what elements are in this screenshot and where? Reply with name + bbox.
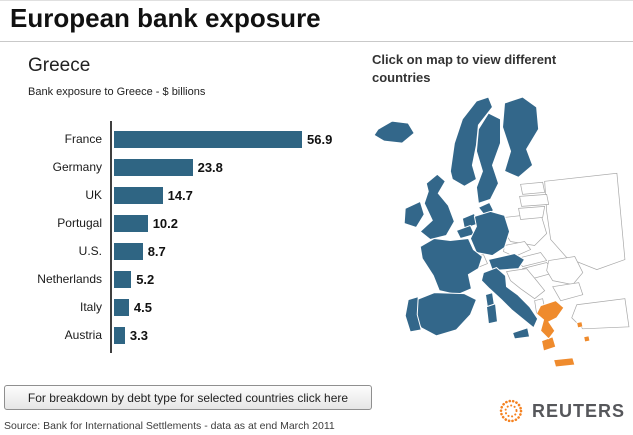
bar-chart: France 56.9 Germany 23.8 UK 14.7 Portugal 10.2 U… [10,121,362,353]
map-country-portugal[interactable] [404,296,422,333]
bar-track: 5.2 [112,270,362,288]
chart-country-heading: Greece [28,55,91,76]
bar-row: Netherlands 5.2 [10,265,362,293]
bar-category-label: Austria [64,328,102,342]
map-country-estonia [520,181,546,195]
map-instruction: Click on map to view different countries [372,52,557,86]
title-divider [0,41,633,42]
bar-value-label: 4.5 [133,299,152,315]
bar[interactable] [114,214,148,232]
bar-category-label: Portugal [57,216,102,230]
bar[interactable] [114,270,132,288]
map-country-bulgaria [552,282,584,302]
bar[interactable] [114,158,193,176]
bar-track: 23.8 [112,158,362,176]
map-country-uk[interactable] [419,173,455,241]
page-title: European bank exposure [10,3,321,33]
bar-value-label: 8.7 [147,243,166,259]
bar[interactable] [114,242,143,260]
bar-row: U.S. 8.7 [10,237,362,265]
reuters-logo: REUTERS [497,397,625,425]
map-country-finland[interactable] [502,96,540,178]
bar-value-label: 10.2 [152,215,178,231]
map-country-spain[interactable] [412,292,478,337]
bar-row: Austria 3.3 [10,321,362,349]
bar[interactable] [114,326,125,344]
bar-track: 8.7 [112,242,362,260]
map-country-iceland[interactable] [373,120,415,144]
bar-track: 10.2 [112,214,362,232]
map-country-latvia [519,193,550,207]
bar-row: Germany 23.8 [10,153,362,181]
chart-axis-line [110,121,112,353]
bar-category-label: Netherlands [37,272,102,286]
map-country-austria[interactable] [487,253,526,272]
bar-value-label: 14.7 [167,187,193,203]
bar-category-label: U.S. [78,244,102,258]
map-country-turkey [571,298,630,330]
bar-category-label: UK [85,188,102,202]
map-country-czech [503,241,532,257]
bar-track: 3.3 [112,326,362,344]
bar-category-label: Germany [52,160,102,174]
bar-category-label: France [64,132,102,146]
reuters-dotted-circle-icon [499,399,523,423]
bar-value-label: 56.9 [307,131,333,147]
bar-track: 14.7 [112,186,362,204]
bar[interactable] [114,298,129,316]
bar-value-label: 3.3 [129,327,148,343]
chart-subtitle: Bank exposure to Greece - $ billions [28,86,206,98]
bar-row: Portugal 10.2 [10,209,362,237]
map-region-eastern-europe [544,172,626,270]
bar-row: France 56.9 [10,125,362,153]
bar-track: 56.9 [112,130,362,148]
bar-track: 4.5 [112,298,362,316]
map-country-greece[interactable] [536,300,591,368]
map-country-sweden[interactable] [475,112,502,205]
bar[interactable] [114,186,163,204]
bar[interactable] [114,130,302,148]
bar-category-label: Italy [79,300,102,314]
bar-value-label: 5.2 [136,271,155,287]
bar-value-label: 23.8 [197,159,223,175]
map-region-balkans [506,268,546,300]
bar-row: Italy 4.5 [10,293,362,321]
map-country-italy[interactable] [480,267,539,340]
map-country-norway[interactable] [449,96,494,187]
bar-row: UK 14.7 [10,181,362,209]
map-country-germany[interactable] [469,210,511,257]
reuters-logo-text: REUTERS [531,400,625,421]
europe-map[interactable] [364,91,630,387]
map-country-ireland[interactable] [403,200,425,229]
breakdown-button[interactable]: For breakdown by debt type for selected … [4,385,372,410]
source-text: Source: Bank for International Settlemen… [4,420,335,432]
map-country-lithuania [518,206,546,220]
